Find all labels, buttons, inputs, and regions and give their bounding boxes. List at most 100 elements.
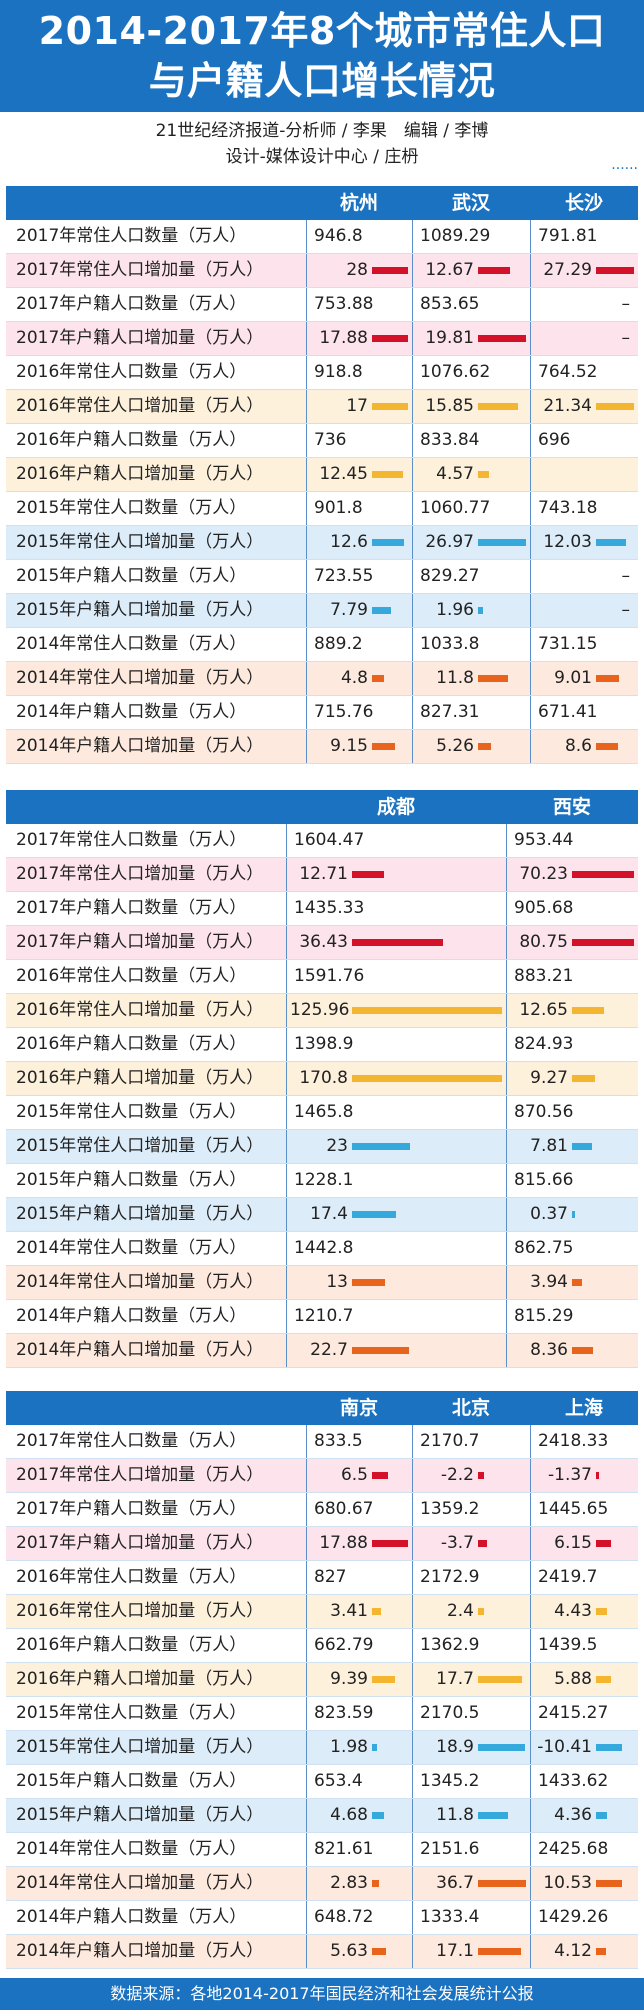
column-divider (530, 1901, 531, 1934)
population-value: 2170.7 (420, 1431, 480, 1451)
column-divider (306, 1629, 307, 1662)
row-label: 2016年户籍人口数量（万人） (16, 1034, 247, 1054)
column-divider (306, 322, 307, 355)
increase-bar (478, 1540, 488, 1547)
byline-authors: 21世纪经济报道-分析师 / 李果 编辑 / 李博 (155, 121, 489, 141)
column-divider (506, 824, 507, 857)
column-divider (306, 424, 307, 457)
column-divider (286, 1164, 287, 1197)
page-title: 2014-2017年8个城市常住人口 (38, 9, 606, 53)
column-divider (412, 1901, 413, 1934)
population-value: 1604.47 (294, 830, 365, 850)
increase-bar (596, 675, 619, 682)
population-value: 2172.9 (420, 1567, 480, 1587)
source-footer: 数据来源：各地2014-2017年国民经济和社会发展统计公报 (0, 1978, 644, 2010)
row-label: 2017年常住人口增加量（万人） (16, 260, 264, 280)
increase-bar (572, 1075, 596, 1082)
table-row: 2014年户籍人口数量（万人） 648.72 1333.4 1429.26 (6, 1901, 638, 1935)
increase-bar (572, 1279, 582, 1286)
table-row: 2015年常住人口数量（万人） 1465.8 870.56 (6, 1096, 638, 1130)
table-row: 2017年常住人口增加量（万人） 12.71 70.23 (6, 858, 638, 892)
increase-value: 18.9 (436, 1737, 474, 1757)
column-divider (412, 390, 413, 423)
increase-bar (478, 1812, 508, 1819)
increase-bar (596, 267, 634, 274)
increase-bar (478, 1472, 484, 1479)
population-value: 1089.29 (420, 226, 491, 246)
increase-value: 36.43 (299, 932, 348, 952)
row-label: 2014年常住人口数量（万人） (16, 634, 247, 654)
increase-value: 4.43 (554, 1601, 592, 1621)
population-value: 764.52 (538, 362, 598, 382)
column-divider (506, 1334, 507, 1367)
population-value: 1429.26 (538, 1907, 609, 1927)
increase-bar (372, 267, 408, 274)
column-divider (412, 458, 413, 491)
column-divider (306, 1459, 307, 1492)
column-divider (306, 1561, 307, 1594)
column-divider (412, 730, 413, 763)
increase-value: 5.88 (554, 1669, 592, 1689)
table-row: 2017年户籍人口数量（万人） 753.88 853.65 – (6, 288, 638, 322)
column-divider (306, 560, 307, 593)
column-divider (306, 220, 307, 253)
population-value: 870.56 (514, 1102, 574, 1122)
row-label: 2017年户籍人口增加量（万人） (16, 932, 264, 952)
column-divider (530, 288, 531, 321)
increase-bar (372, 675, 384, 682)
increase-bar (596, 1472, 600, 1479)
increase-value: 9.15 (330, 736, 368, 756)
increase-bar (596, 539, 627, 546)
column-divider (530, 1425, 531, 1458)
row-label: 2014年常住人口数量（万人） (16, 1238, 247, 1258)
column-divider (412, 560, 413, 593)
population-value: 815.66 (514, 1170, 574, 1190)
table-row: 2015年户籍人口增加量（万人） 4.68 11.8 4.36 (6, 1799, 638, 1833)
row-label: 2016年户籍人口数量（万人） (16, 1635, 247, 1655)
row-label: 2015年户籍人口增加量（万人） (16, 1805, 264, 1825)
increase-bar (478, 1608, 484, 1615)
increase-value: 4.8 (340, 668, 368, 688)
increase-bar (372, 471, 404, 478)
row-label: 2015年常住人口数量（万人） (16, 498, 247, 518)
increase-value: 12.71 (299, 864, 348, 884)
column-divider (530, 322, 531, 355)
increase-bar (596, 1880, 623, 1887)
row-label: 2016年户籍人口增加量（万人） (16, 1068, 264, 1088)
table-row: 2015年常住人口数量（万人） 901.8 1060.77 743.18 (6, 492, 638, 526)
increase-value: 80.75 (519, 932, 568, 952)
increase-bar (372, 743, 395, 750)
increase-bar (372, 1540, 408, 1547)
increase-bar (572, 939, 634, 946)
column-divider (286, 1028, 287, 1061)
population-value: 883.21 (514, 966, 574, 986)
row-label: 2017年户籍人口增加量（万人） (16, 328, 264, 348)
population-value: – (621, 566, 631, 586)
city-header: 杭州 (339, 192, 378, 214)
column-divider (506, 1096, 507, 1129)
byline-design: 设计-媒体设计中心 / 庄枬 (225, 147, 419, 167)
increase-bar (352, 1075, 502, 1082)
table-row: 2016年户籍人口增加量（万人） 170.8 9.27 (6, 1062, 638, 1096)
table-row: 2014年户籍人口增加量（万人） 22.7 8.36 (6, 1334, 638, 1368)
column-divider (412, 1697, 413, 1730)
table-row: 2014年常住人口数量（万人） 821.61 2151.6 2425.68 (6, 1833, 638, 1867)
increase-bar (352, 939, 444, 946)
increase-value: 4.36 (554, 1805, 592, 1825)
column-divider (286, 858, 287, 891)
column-divider (286, 824, 287, 857)
increase-value: 4.12 (554, 1941, 592, 1961)
table-row: 2017年户籍人口增加量（万人） 36.43 80.75 (6, 926, 638, 960)
increase-bar (478, 743, 492, 750)
column-divider (286, 1300, 287, 1333)
increase-value: 7.81 (530, 1136, 568, 1156)
increase-value: 17.4 (310, 1204, 348, 1224)
population-value: 1433.62 (538, 1771, 609, 1791)
increase-bar (596, 1812, 607, 1819)
column-divider (306, 1935, 307, 1968)
table-header: 成都 西安 (6, 790, 638, 824)
column-divider (306, 662, 307, 695)
increase-bar (372, 1812, 384, 1819)
population-value: 833.84 (420, 430, 480, 450)
column-divider (306, 458, 307, 491)
